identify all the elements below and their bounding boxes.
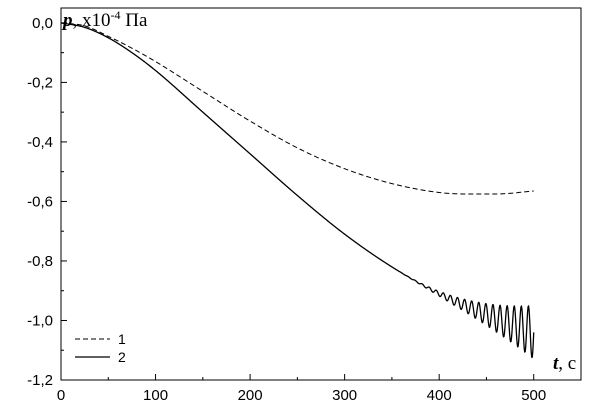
y-axis-title-rest: , x10 [73,10,111,31]
y-tick-label: 0,0 [32,15,53,32]
x-tick-label: 200 [238,387,263,404]
y-axis-variable: p [61,10,73,31]
x-axis-ticks: 0 100 200 300 400 500 [57,374,546,404]
legend-label-2: 2 [118,349,126,365]
x-tick-label: 0 [57,387,65,404]
y-tick-label: -1,2 [27,372,53,389]
x-axis-title-rest: , с [558,353,576,374]
x-axis-variable: t [553,353,559,374]
x-tick-label: 500 [521,387,546,404]
y-axis-unit: Па [121,10,148,31]
plot-frame [60,7,582,381]
legend: 1 2 [75,331,126,365]
y-axis-title: p, x10-4 Па [61,8,148,31]
legend-label-1: 1 [118,331,126,347]
y-tick-label: -0,8 [27,253,53,270]
x-tick-label: 100 [143,387,168,404]
y-axis-exponent: -4 [111,8,121,22]
y-tick-label: -0,2 [27,74,53,91]
series-layer [60,22,535,359]
series-line-1 [60,22,534,195]
x-tick-label: 300 [332,387,357,404]
y-axis-ticks: 0,0 -0,2 -0,4 -0,6 -0,8 -1,0 -1,2 [27,15,67,389]
x-axis-title: t, с [553,353,576,374]
y-tick-label: -1,0 [27,312,53,329]
y-tick-label: -0,4 [27,134,53,151]
x-tick-label: 400 [427,387,452,404]
y-tick-label: -0,6 [27,193,53,210]
series-line-2 [60,22,535,359]
